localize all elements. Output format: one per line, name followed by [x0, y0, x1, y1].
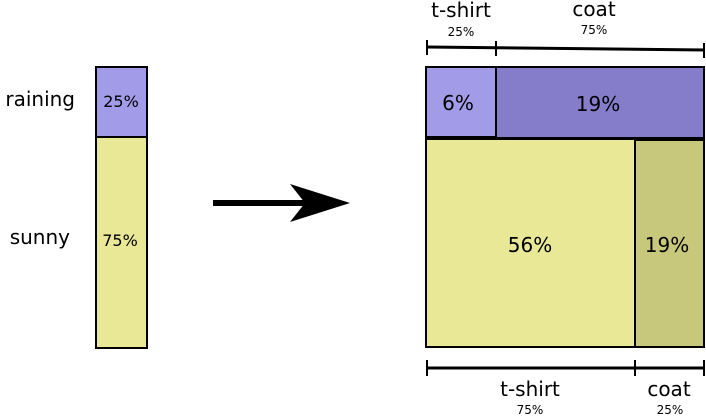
raining-label: raining	[5, 87, 75, 111]
sunny-label: sunny	[10, 225, 70, 249]
mosaic-grid: 6% 19% 56% 19%	[425, 66, 705, 348]
cell-raining-coat-label: 19%	[576, 92, 620, 116]
top-coat-label: coat	[572, 0, 615, 21]
cell-raining-coat	[495, 66, 705, 139]
cell-sunny-tshirt-label: 56%	[508, 233, 552, 257]
left-stacked-bar: 25% 75% raining sunny	[5, 66, 148, 349]
bottom-coat-label: coat	[647, 377, 690, 401]
top-coat-percent: 75%	[581, 23, 608, 37]
top-tshirt-label: t-shirt	[431, 0, 491, 22]
cell-sunny-tshirt	[425, 138, 636, 348]
arrow-head	[290, 184, 350, 222]
raining-percent: 25%	[103, 92, 139, 111]
bottom-coat-percent: 25%	[657, 403, 684, 417]
top-tshirt-percent: 25%	[448, 25, 475, 39]
raining-segment	[95, 66, 148, 138]
top-axis-line	[426, 45, 706, 52]
sunny-percent: 75%	[102, 231, 138, 250]
transform-arrow	[213, 184, 350, 222]
top-axis: t-shirt 25% coat 75%	[426, 0, 706, 58]
cell-raining-tshirt	[425, 66, 497, 138]
bottom-tshirt-label: t-shirt	[500, 377, 560, 401]
cell-sunny-coat-label: 19%	[645, 233, 689, 257]
bottom-tshirt-percent: 75%	[517, 403, 544, 417]
cell-raining-tshirt-label: 6%	[442, 91, 474, 115]
bottom-axis: t-shirt 75% coat 25%	[426, 360, 705, 417]
sunny-segment	[95, 136, 148, 349]
cell-sunny-coat	[634, 139, 705, 348]
